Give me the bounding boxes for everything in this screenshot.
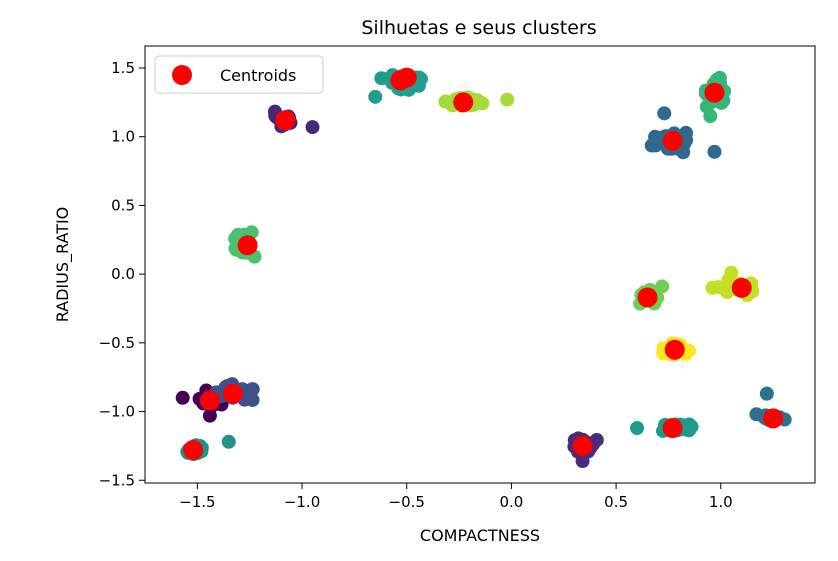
data-point (705, 280, 720, 295)
centroid-point (390, 70, 411, 91)
centroid-point (763, 408, 784, 429)
data-point (368, 89, 383, 104)
y-tick-label: −1.5 (99, 471, 135, 489)
data-points (175, 68, 792, 469)
data-point (703, 109, 718, 124)
y-axis-title: RADIUS_RATIO (53, 207, 73, 323)
x-axis-title: COMPACTNESS (420, 526, 540, 545)
chart-title: Silhuetas e seus clusters (361, 17, 596, 39)
x-tick-label: 0.5 (604, 493, 628, 511)
y-tick-label: 0.0 (111, 265, 135, 283)
y-tick-label: 1.0 (111, 128, 135, 146)
data-point (720, 285, 735, 300)
legend-label-centroids: Centroids (220, 66, 296, 85)
data-point (707, 144, 722, 159)
legend-marker-centroids (172, 65, 192, 85)
y-axis: −1.5 −1.0 −0.5 0.0 0.5 1.0 1.5 (99, 59, 145, 489)
centroid-point (199, 390, 220, 411)
data-point (644, 138, 659, 153)
data-point (749, 407, 764, 422)
centroid-point (453, 92, 474, 113)
x-tick-label: −0.5 (389, 493, 425, 511)
y-tick-label: 1.5 (111, 59, 135, 77)
cluster-8 (705, 265, 760, 303)
centroid-point (572, 435, 593, 456)
cluster-3 (438, 90, 515, 113)
data-point (305, 120, 320, 135)
centroid-point (237, 235, 258, 256)
y-tick-label: 0.5 (111, 196, 135, 214)
data-point (202, 408, 217, 423)
centroid-point (662, 418, 683, 439)
centroid-point (275, 110, 296, 131)
centroid-points (183, 67, 784, 461)
data-point (175, 390, 190, 405)
x-tick-label: 0.0 (499, 493, 523, 511)
legend: Centroids (154, 55, 324, 94)
x-tick-label: 1.0 (709, 493, 733, 511)
x-tick-label: −1.5 (179, 493, 215, 511)
data-point (630, 421, 645, 436)
data-point (500, 92, 515, 107)
y-tick-label: −0.5 (99, 334, 135, 352)
x-axis: −1.5 −1.0 −0.5 0.0 0.5 1.0 (179, 483, 733, 511)
data-point (655, 279, 670, 294)
x-tick-label: −1.0 (284, 493, 320, 511)
centroid-point (704, 82, 725, 103)
data-point (221, 434, 236, 449)
data-point (245, 382, 260, 397)
centroid-point (662, 130, 683, 151)
plot-area-frame (144, 45, 816, 484)
legend-box (154, 55, 324, 94)
centroid-point (637, 287, 658, 308)
data-point (759, 386, 774, 401)
centroid-point (222, 383, 243, 404)
y-tick-label: −1.0 (99, 403, 135, 421)
data-point (657, 106, 672, 121)
centroid-point (183, 440, 204, 461)
centroid-point (731, 277, 752, 298)
centroid-point (664, 339, 685, 360)
data-point (575, 454, 590, 469)
data-point (724, 265, 739, 280)
